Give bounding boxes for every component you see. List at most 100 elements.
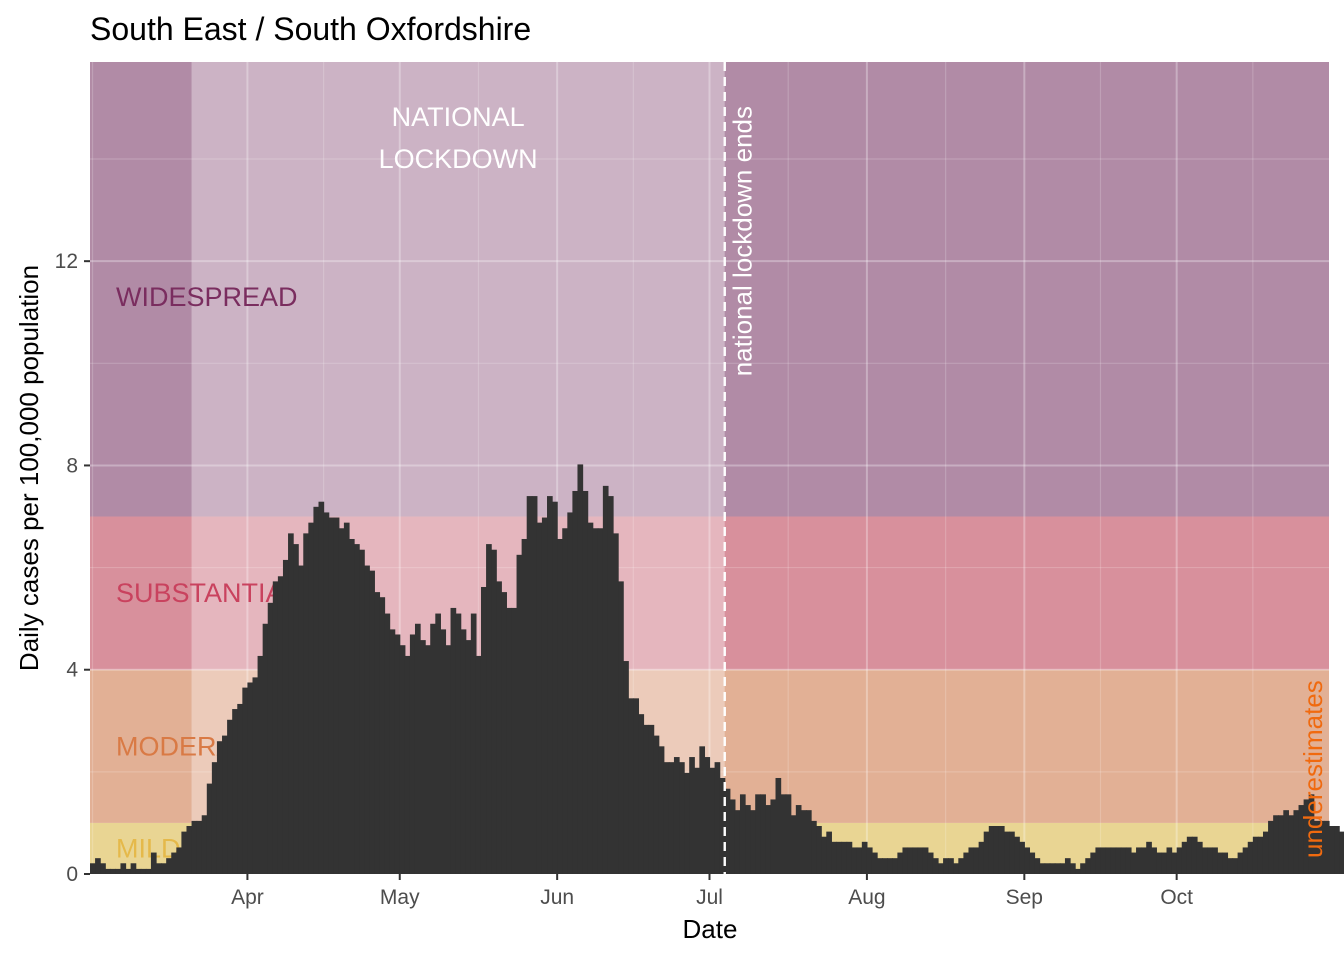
bar: [993, 825, 1000, 874]
bar: [851, 847, 858, 874]
bar: [277, 576, 284, 874]
bar: [460, 629, 467, 874]
bar: [694, 767, 700, 874]
bar: [1095, 847, 1102, 874]
bar: [927, 852, 934, 874]
bar: [125, 868, 132, 874]
x-tick-label: Jun: [540, 886, 574, 909]
bar: [547, 496, 553, 874]
bar: [323, 512, 330, 874]
bar-series: [90, 464, 1344, 874]
x-axis-title: Date: [683, 914, 738, 944]
bar: [663, 762, 670, 874]
bar: [729, 799, 736, 874]
bar: [800, 810, 807, 874]
bar: [633, 698, 640, 874]
bar: [1004, 831, 1010, 874]
bar: [679, 762, 685, 874]
bar: [140, 868, 147, 874]
bar: [435, 613, 441, 874]
bar: [293, 544, 299, 874]
x-tick-label: Jul: [696, 886, 723, 909]
bar: [1268, 820, 1274, 874]
bar: [948, 858, 954, 874]
bar: [983, 831, 990, 874]
bar: [770, 799, 777, 874]
bar: [369, 570, 375, 874]
bar: [821, 836, 827, 874]
bar: [958, 858, 964, 874]
bar: [922, 847, 929, 874]
bar: [653, 735, 660, 874]
bar: [1171, 852, 1178, 874]
lockdown-label: NATIONAL LOCKDOWN: [379, 102, 538, 174]
bar: [988, 825, 995, 874]
bar: [1166, 847, 1173, 874]
bar: [811, 820, 817, 874]
bar: [1207, 847, 1213, 874]
bar: [866, 847, 873, 874]
bar: [1090, 852, 1097, 874]
bar: [877, 858, 883, 874]
bar: [272, 581, 279, 874]
bar: [1237, 852, 1244, 874]
bar: [262, 623, 269, 874]
bar: [1232, 858, 1239, 874]
bar: [1247, 841, 1254, 874]
band-widespread: [90, 62, 1329, 517]
bar: [755, 794, 761, 874]
bar: [374, 592, 381, 874]
bar: [897, 852, 904, 874]
bar: [1059, 863, 1066, 874]
bar: [491, 549, 497, 874]
x-axis: Apr May Jun Jul Aug Sep Oct: [231, 874, 1193, 909]
bar: [470, 613, 477, 874]
bar: [1019, 841, 1025, 874]
bar: [638, 714, 645, 874]
bar: [1136, 847, 1142, 874]
bar: [1273, 815, 1279, 874]
bar: [531, 496, 538, 874]
bar: [303, 533, 309, 874]
bar: [917, 847, 924, 874]
bar: [465, 640, 472, 874]
bar: [1014, 836, 1020, 874]
bar: [186, 825, 193, 874]
bar: [699, 746, 706, 874]
bar: [1334, 825, 1340, 874]
bar: [552, 501, 558, 874]
bar: [247, 682, 254, 874]
x-tick-label: May: [380, 886, 420, 909]
bar: [1303, 799, 1310, 874]
chart-title: South East / South Oxfordshire: [90, 11, 531, 47]
bar: [541, 517, 548, 874]
bar: [211, 762, 218, 874]
bar: [1323, 820, 1330, 874]
bar: [100, 863, 106, 874]
bar: [892, 858, 898, 874]
bar: [1278, 815, 1284, 874]
bar: [1161, 852, 1168, 874]
bar: [1196, 841, 1203, 874]
bar: [394, 634, 401, 874]
bar: [379, 597, 386, 874]
bar: [912, 847, 919, 874]
bar: [684, 772, 690, 874]
y-axis-title: Daily cases per 100,000 population: [14, 265, 44, 671]
y-axis: 0 4 8 12: [55, 250, 90, 886]
bar: [1217, 852, 1223, 874]
bar: [816, 825, 822, 874]
bar: [501, 592, 507, 874]
bar: [973, 847, 980, 874]
bar: [668, 762, 675, 874]
bar: [120, 863, 127, 874]
bar: [623, 661, 629, 874]
bar: [222, 735, 228, 874]
bar: [790, 815, 797, 874]
bar: [445, 645, 452, 874]
bar: [1110, 847, 1117, 874]
bar: [557, 538, 563, 874]
bar: [1024, 847, 1031, 874]
bar: [582, 490, 589, 874]
